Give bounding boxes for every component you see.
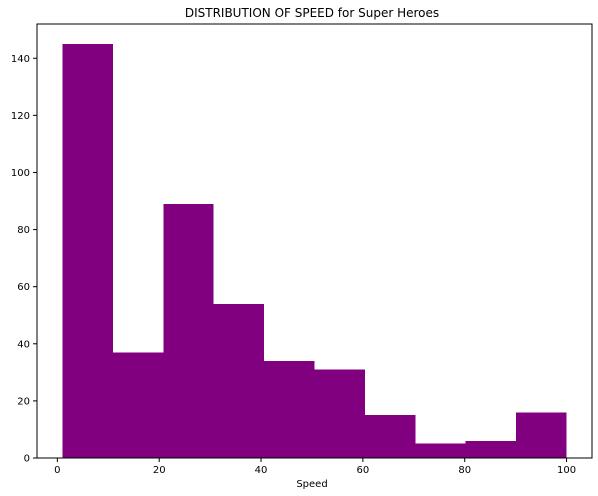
y-tick-label: 20 — [17, 396, 30, 407]
y-axis-ticks: 0 20 40 60 80 100 120 140 — [11, 54, 37, 465]
y-tick-label: 0 — [24, 454, 30, 465]
histogram-bar-2 — [112, 352, 164, 458]
histogram-bar-6 — [314, 369, 365, 458]
histogram-bar-9 — [465, 440, 517, 458]
y-tick-label: 120 — [11, 111, 30, 122]
x-tick-label: 0 — [54, 465, 60, 476]
y-tick-label: 40 — [17, 339, 30, 350]
histogram-bars — [62, 43, 567, 458]
y-tick-label: 60 — [17, 282, 30, 293]
x-tick-label: 40 — [255, 465, 268, 476]
y-tick-label: 80 — [17, 225, 30, 236]
histogram-bar-5 — [264, 360, 315, 458]
x-axis-ticks: 0 20 40 60 80 100 — [54, 458, 576, 476]
chart-title: DISTRIBUTION OF SPEED for Super Heroes — [185, 6, 439, 20]
histogram-bar-4 — [213, 303, 265, 458]
histogram-bar-7 — [364, 415, 416, 458]
x-tick-label: 20 — [153, 465, 166, 476]
x-tick-label: 60 — [357, 465, 370, 476]
y-tick-label: 100 — [11, 168, 30, 179]
histogram-bar-3 — [163, 203, 214, 458]
plot-area-frame — [36, 23, 593, 459]
y-tick-label: 140 — [11, 54, 30, 65]
histogram-bar-1 — [62, 43, 113, 458]
x-tick-label: 80 — [458, 465, 471, 476]
histogram-bar-8 — [415, 443, 466, 458]
histogram-bar-10 — [516, 412, 567, 458]
x-axis-label: Speed — [296, 479, 327, 490]
x-tick-label: 100 — [557, 465, 576, 476]
